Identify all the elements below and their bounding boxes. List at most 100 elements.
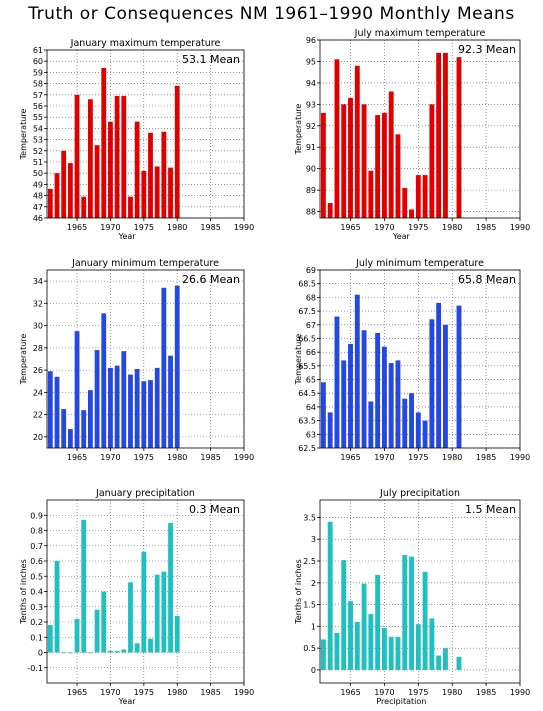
bar [334, 632, 340, 670]
bar [94, 609, 100, 653]
chart-title: January precipitation [95, 488, 195, 499]
chart-title: January maximum temperature [70, 38, 221, 49]
bar [409, 393, 414, 448]
x-tick-label: 1975 [408, 453, 428, 462]
bar [101, 67, 107, 218]
y-tick-label: 61 [33, 46, 43, 55]
y-tick-label: 68.5 [298, 280, 316, 289]
x-tick-label: 1990 [510, 453, 530, 462]
y-tick-label: 68 [306, 293, 316, 302]
y-axis-label: Temperature [19, 334, 28, 386]
y-tick-label: 50 [33, 169, 43, 178]
y-axis-label: Temperature [294, 104, 303, 156]
bar [101, 591, 107, 653]
y-tick-label: 32 [33, 299, 43, 308]
bar [154, 367, 160, 448]
bar [395, 360, 401, 448]
y-tick-label: 0.8 [30, 527, 43, 536]
bar [121, 649, 127, 653]
y-tick-label: 64 [306, 403, 316, 412]
y-tick-label: 93 [306, 100, 316, 109]
y-tick-label: 0.9 [30, 511, 43, 520]
bar [88, 390, 93, 448]
y-tick-label: 2.5 [303, 557, 316, 566]
bar [348, 601, 353, 670]
y-tick-label: 49 [33, 180, 43, 189]
bar [388, 363, 394, 448]
bar [436, 655, 442, 670]
y-tick-label: 3.5 [303, 513, 316, 522]
x-tick-label: 1970 [374, 223, 394, 232]
y-tick-label: 0.3 [30, 603, 43, 612]
plot-frame [46, 49, 245, 219]
y-tick-label: 55 [33, 113, 43, 122]
y-tick-label: 96 [306, 36, 316, 45]
x-tick-label: 1985 [476, 688, 496, 697]
chart-4: 62.5 63 63.5 64 64.5 65 65.5 66 66.5 67 67.5 68 68.5… [294, 258, 530, 462]
bar [456, 305, 462, 448]
y-tick-label: 57 [33, 91, 43, 100]
bar [354, 294, 360, 448]
mean-label: 26.6 Mean [182, 273, 240, 286]
y-tick-label: 64.5 [298, 389, 316, 398]
bar [74, 618, 80, 653]
bar [402, 554, 408, 670]
bar [381, 628, 387, 670]
x-tick-label: 1970 [100, 688, 120, 697]
y-tick-label: 65 [306, 376, 316, 385]
y-tick-label: 88 [306, 208, 316, 217]
bar [375, 115, 381, 218]
bar [148, 132, 153, 218]
bar [456, 57, 462, 218]
bar [101, 313, 107, 448]
bar [409, 556, 414, 670]
bar [354, 622, 360, 670]
x-tick-label: 1990 [234, 688, 254, 697]
bar [47, 371, 53, 448]
mean-label: 1.5 Mean [465, 503, 516, 516]
bar [334, 316, 340, 448]
x-tick-label: 1970 [374, 688, 394, 697]
x-tick-label: 1975 [408, 223, 428, 232]
bar [121, 95, 127, 218]
bar [388, 636, 394, 670]
bar [429, 618, 435, 670]
bar [134, 643, 140, 653]
bar [368, 170, 374, 218]
x-tick-label: 1965 [340, 223, 360, 232]
bar [128, 374, 133, 448]
x-axis-label: Precipitation [376, 697, 426, 706]
y-tick-label: 28 [33, 344, 43, 353]
y-tick-label: 67.5 [298, 307, 316, 316]
bar [168, 167, 173, 218]
y-tick-label: 63 [306, 430, 316, 439]
plot-frame [319, 269, 521, 449]
bar [67, 652, 73, 654]
bar [81, 410, 87, 448]
bar [141, 381, 147, 448]
x-tick-label: 1965 [340, 453, 360, 462]
bar [141, 170, 147, 218]
chart-2: 88 89 90 91 92 93 94 95 96 1965 1970 1975 1980 1985 19… [294, 28, 530, 241]
bar [67, 429, 73, 448]
chart-title: January minimum temperature [71, 258, 219, 269]
x-tick-label: 1975 [408, 688, 428, 697]
bar [81, 519, 87, 653]
x-tick-label: 1975 [134, 223, 154, 232]
bar [327, 521, 333, 670]
x-tick-label: 1965 [67, 453, 87, 462]
bar [429, 319, 435, 448]
plot-frame [319, 499, 521, 684]
y-tick-label: 48 [33, 192, 43, 201]
x-tick-label: 1970 [100, 223, 120, 232]
bar [375, 574, 381, 670]
bar [354, 65, 360, 218]
bar [121, 351, 127, 448]
x-tick-label: 1970 [100, 453, 120, 462]
y-tick-label: 91 [306, 143, 316, 152]
bar [174, 85, 180, 218]
x-tick-label: 1990 [234, 453, 254, 462]
y-tick-label: 66.5 [298, 334, 316, 343]
bar [402, 187, 408, 218]
